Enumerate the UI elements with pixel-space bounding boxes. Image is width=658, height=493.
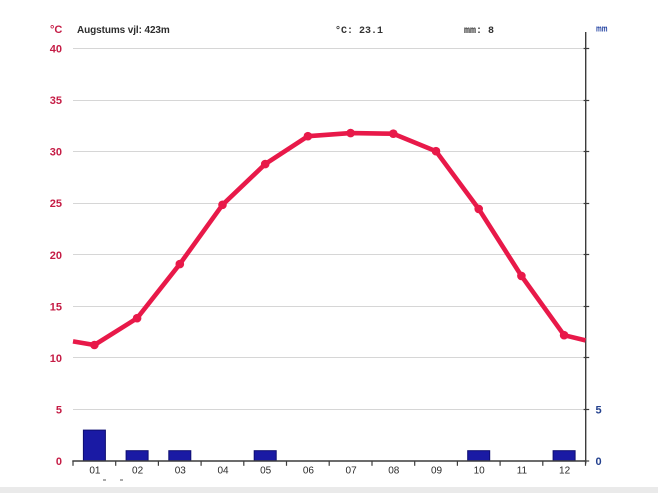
svg-text:10: 10 — [50, 353, 62, 365]
svg-text:15: 15 — [50, 301, 62, 313]
svg-text:03: 03 — [175, 466, 187, 477]
svg-text:5: 5 — [56, 404, 62, 416]
svg-text:30: 30 — [50, 147, 62, 159]
svg-text:°C: °C — [50, 24, 62, 36]
svg-text:05: 05 — [260, 466, 272, 477]
svg-text:0: 0 — [56, 456, 62, 468]
svg-text:06: 06 — [303, 466, 315, 477]
svg-text:mm: 8: mm: 8 — [464, 26, 494, 37]
svg-text:20: 20 — [50, 250, 62, 262]
svg-text:40: 40 — [50, 44, 62, 56]
svg-text:07: 07 — [346, 466, 358, 477]
svg-text:08: 08 — [388, 466, 400, 477]
svg-text:35: 35 — [50, 95, 62, 107]
svg-text:10: 10 — [474, 466, 486, 477]
svg-text:01: 01 — [89, 466, 101, 477]
svg-text:02: 02 — [132, 466, 144, 477]
svg-text:12: 12 — [559, 466, 571, 477]
svg-text:11: 11 — [517, 466, 528, 477]
svg-text:5: 5 — [596, 404, 602, 416]
svg-text:04: 04 — [217, 466, 229, 477]
svg-text:0: 0 — [596, 456, 602, 468]
svg-text:mm: mm — [596, 24, 608, 34]
svg-text:Augstums vjl: 423m: Augstums vjl: 423m — [77, 25, 170, 36]
svg-text:°C: 23.1: °C: 23.1 — [335, 25, 383, 37]
svg-text:09: 09 — [431, 466, 443, 477]
svg-text:25: 25 — [50, 198, 62, 210]
